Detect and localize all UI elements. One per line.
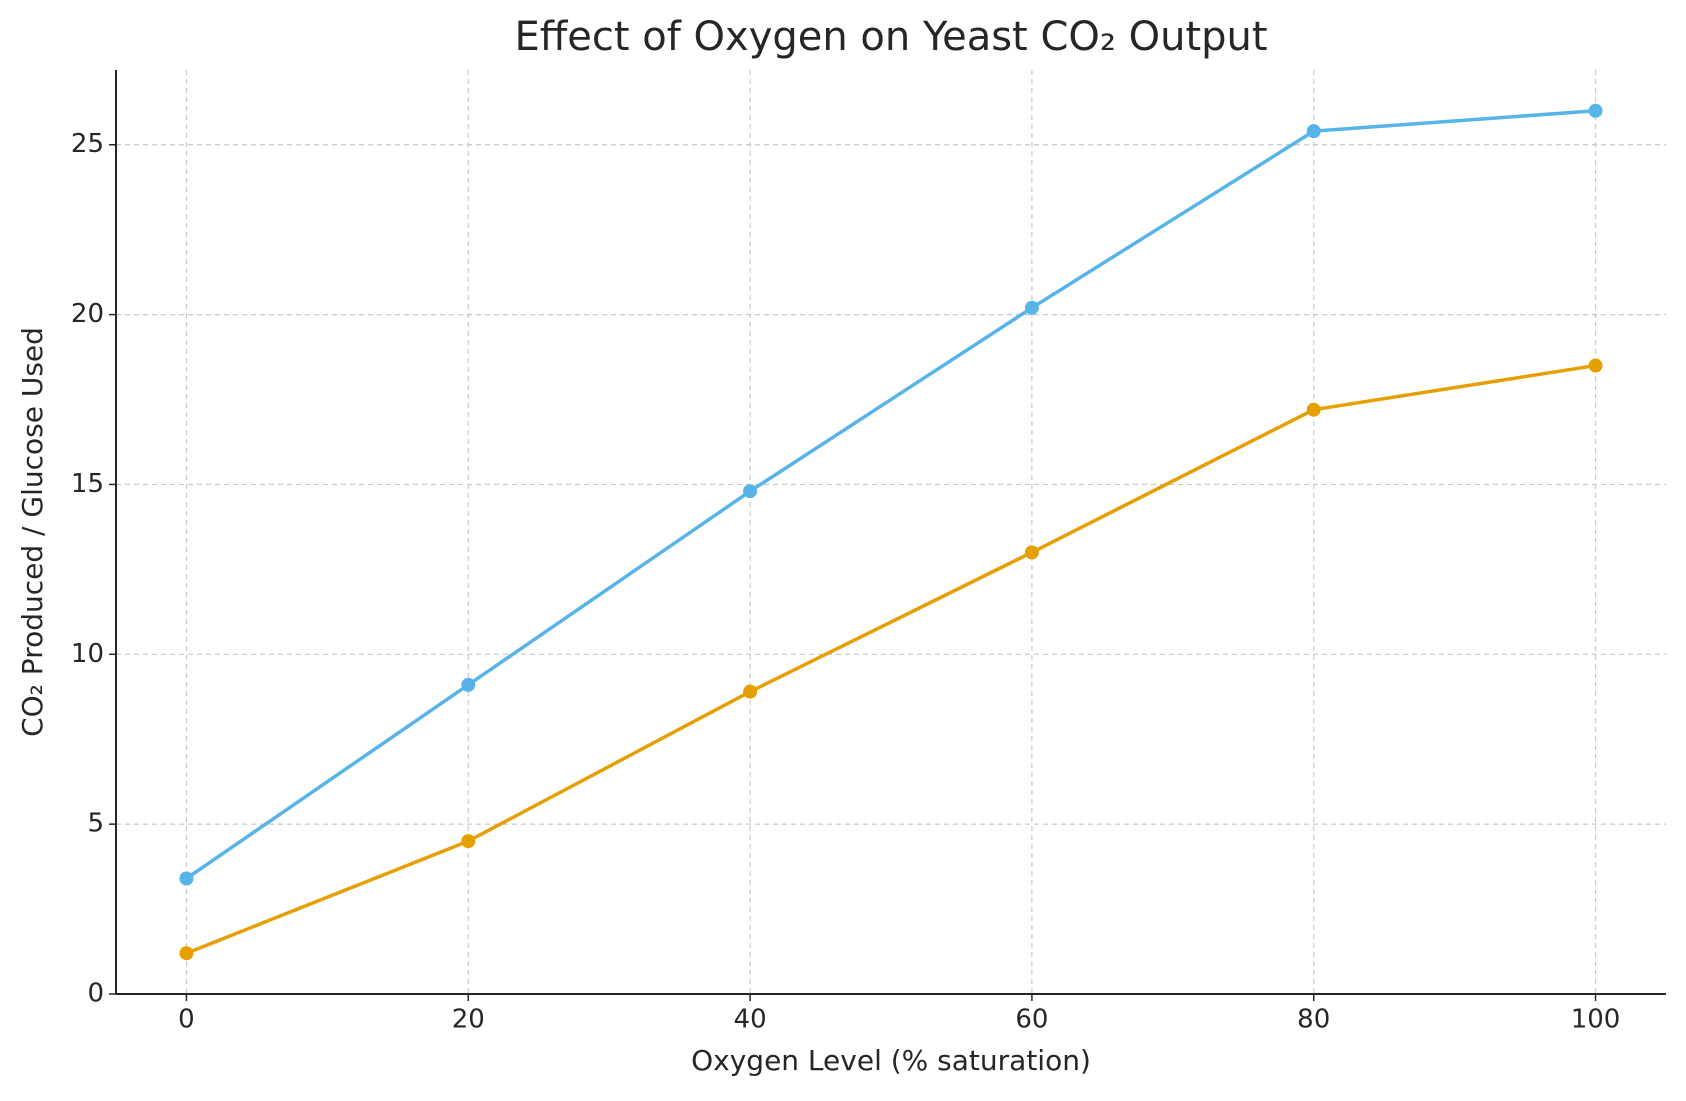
y-tick-label: 5	[87, 809, 104, 839]
data-point	[461, 834, 476, 849]
x-tick-label: 60	[1015, 1005, 1048, 1035]
y-tick-label: 0	[87, 979, 104, 1009]
x-tick-label: 0	[178, 1005, 195, 1035]
x-tick-label: 20	[452, 1005, 485, 1035]
series-line	[185, 109, 1596, 880]
chart-title: Effect of Oxygen on Yeast CO₂ Output	[514, 14, 1267, 60]
data-point	[1024, 300, 1039, 315]
x-axis-label: Oxygen Level (% saturation)	[691, 1044, 1091, 1077]
x-tick-label: 40	[734, 1005, 767, 1035]
x-tick-label: 100	[1571, 1005, 1621, 1035]
data-point	[1306, 402, 1321, 417]
data-point	[179, 946, 194, 961]
data-point	[743, 484, 758, 499]
y-tick-label: 20	[71, 299, 104, 329]
data-point	[743, 684, 758, 699]
y-tick-label: 10	[71, 639, 104, 669]
series-line	[185, 363, 1596, 955]
x-tick-label: 80	[1297, 1005, 1330, 1035]
y-tick-label: 25	[71, 129, 104, 159]
data-point	[1588, 103, 1603, 118]
data-point	[1588, 358, 1603, 373]
y-axis-label: CO₂ Produced / Glucose Used	[16, 327, 49, 737]
data-point	[1306, 124, 1321, 139]
y-tick-label: 15	[71, 469, 104, 499]
data-point	[1024, 545, 1039, 560]
data-point	[461, 677, 476, 692]
data-point	[179, 871, 194, 886]
